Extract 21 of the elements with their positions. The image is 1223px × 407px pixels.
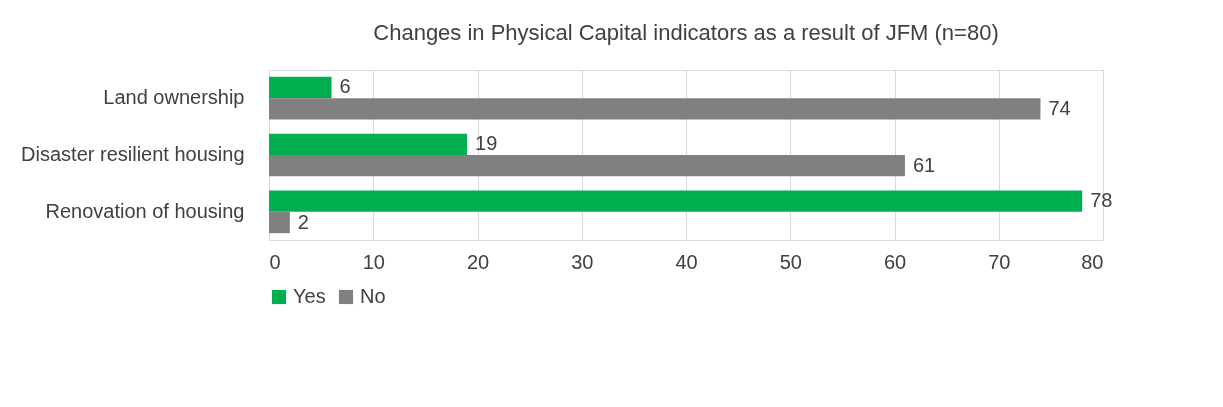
data-label: 78 [1090,189,1113,212]
legend-label: No [360,285,386,307]
y-tick-label: Renovation of housing [45,199,245,222]
y-tick-label: Disaster resilient housing [21,143,245,165]
x-tick-label: 30 [571,250,594,273]
data-label: 61 [912,153,936,176]
chart-title: Changes in Physical Capital indicators as a result of JFM (n=80) [373,20,999,45]
y-tick-label: Land ownership [103,86,245,109]
x-tick-label: 0 [269,250,281,273]
x-tick-label: 20 [466,250,490,273]
data-label: 19 [475,132,498,155]
data-label: 6 [339,75,351,98]
data-label: 2 [297,210,309,233]
x-tick-label: 60 [883,250,907,273]
x-tick-label: 80 [1081,250,1104,273]
x-tick-label: 50 [779,250,802,273]
x-tick-label: 10 [362,250,385,273]
data-label: 74 [1048,96,1071,119]
x-tick-label: 40 [675,250,698,273]
x-tick-label: 70 [988,250,1011,273]
legend-label: Yes [293,285,326,307]
